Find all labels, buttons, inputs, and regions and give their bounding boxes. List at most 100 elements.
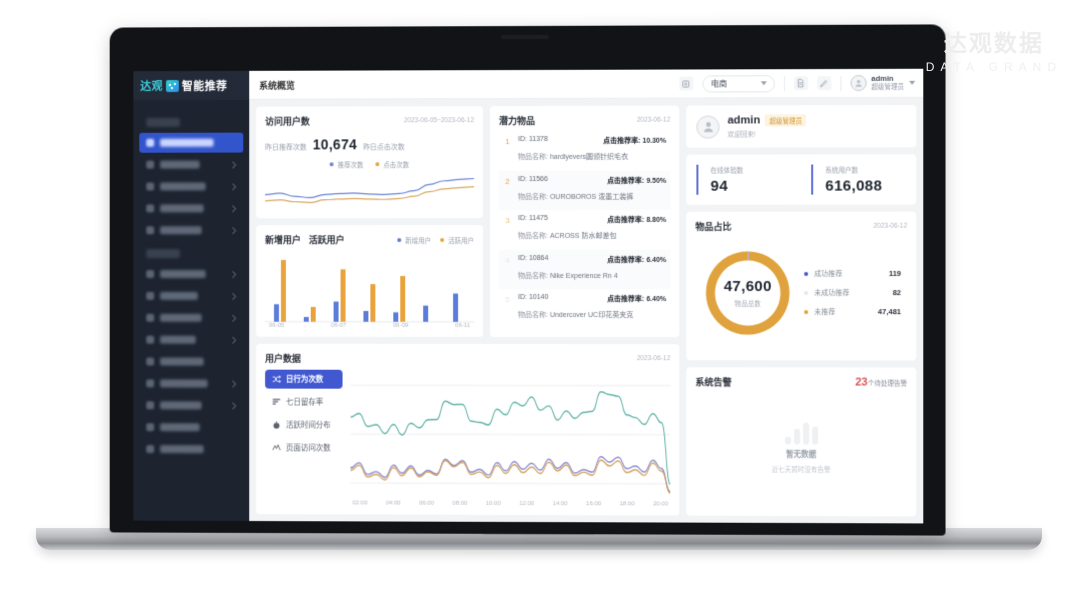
hot-item-body: ID: 11475 点击推荐率: 8.80% 物品名称: ACROSS 防水邮差包	[518, 215, 666, 243]
right-column: admin 超级管理员 欢迎回来! 在线体验数 94	[686, 104, 917, 517]
user-data-head: 用户数据 2023-06-12	[265, 352, 670, 365]
sidebar-item-icon	[146, 401, 155, 410]
chevron-right-icon	[229, 182, 237, 190]
user-data-tab[interactable]: 页面访问次数	[265, 438, 342, 457]
sidebar-item[interactable]	[139, 417, 243, 437]
hot-item-line-1: ID: 10140 点击推荐率: 6.40%	[518, 294, 666, 304]
visits-card-head: 访问用户数 2023-06-05~2023-06-12	[265, 114, 474, 127]
hot-item-row[interactable]: 2 ID: 11566 点击推荐率: 9.50% 物品名称: OUROBOROS 泼墨…	[499, 170, 671, 211]
kpi-value: 616,088	[825, 177, 883, 195]
hot-item-row[interactable]: 3 ID: 11475 点击推荐率: 8.80% 物品名称: ACROSS 防水邮差包	[499, 210, 670, 250]
user-data-tab[interactable]: 日行为次数	[265, 369, 343, 389]
legend-label: 新增用户	[405, 237, 432, 245]
topbar-divider	[783, 75, 785, 91]
hot-item-rank: 3	[505, 216, 510, 226]
legend-label: 活跃用户	[448, 237, 475, 245]
laptop-screen: 达观 智能推荐 系统概览	[133, 68, 924, 524]
sidebar-item-label	[160, 379, 208, 388]
legend-label: 成功推荐	[814, 270, 843, 278]
axis-tick-label: 16:00	[586, 501, 602, 508]
empty-title: 暂无数据	[785, 449, 817, 459]
hot-item-id: ID: 10140	[518, 294, 549, 302]
donut-total-label: 物品总数	[734, 300, 761, 308]
axis-tick-label: 08:00	[452, 500, 468, 507]
grid-dots-icon	[166, 79, 179, 92]
brand-product-name: 智能推荐	[181, 80, 228, 93]
hot-item-rank: 5	[505, 295, 510, 305]
sidebar-item[interactable]	[139, 439, 243, 459]
sidebar-item-icon	[146, 313, 155, 322]
item-ratio-date: 2023-06-12	[873, 222, 908, 230]
sidebar-item-label	[160, 335, 196, 344]
left-stack: 访问用户数 2023-06-05~2023-06-12 昨日推荐次数 10,67…	[256, 106, 484, 337]
hot-items-card: 潜力物品 2023-06-12 1 ID: 11378 点击推荐率: 10.30% 物…	[490, 105, 680, 338]
sidebar-item[interactable]	[139, 373, 243, 393]
chevron-right-icon	[229, 314, 237, 322]
sidebar-item-label	[160, 182, 206, 191]
axis-tick-label: 06-11	[455, 322, 471, 329]
visits-stat-value: 10,674	[312, 136, 358, 153]
hot-item-rate: 点击推荐率: 10.30%	[603, 137, 667, 145]
welcome-role-badge: 超级管理员	[765, 114, 807, 127]
list-icon[interactable]	[678, 76, 693, 91]
brand-logo[interactable]: 达观 智能推荐	[133, 70, 250, 101]
sidebar-item[interactable]	[139, 395, 243, 415]
sidebar-item-icon	[146, 160, 155, 169]
watermark-en: DATA GRAND	[925, 60, 1062, 74]
user-data-tab[interactable]: 七日留存率	[265, 393, 342, 412]
hot-item-row[interactable]: 1 ID: 11378 点击推荐率: 10.30% 物品名称: hardlyevers…	[499, 131, 670, 171]
hot-item-body: ID: 10864 点击推荐率: 6.40% 物品名称: Nike Experien…	[518, 255, 666, 283]
sidebar-item[interactable]	[139, 352, 243, 372]
chevron-right-icon	[229, 380, 237, 388]
sidebar-item[interactable]	[139, 176, 243, 196]
sidebar-item[interactable]	[139, 330, 243, 350]
sidebar-item[interactable]	[139, 155, 243, 175]
system-alert-empty-state: 暂无数据 近七天暂时没有告警	[695, 388, 907, 508]
hot-items-head: 潜力物品 2023-06-12	[499, 114, 670, 127]
kpi-online: 在线体验数 94	[696, 164, 802, 195]
hot-item-rate: 点击推荐率: 6.40%	[606, 256, 667, 264]
sidebar-item-icon	[146, 291, 155, 300]
visits-stat-label-left: 昨日推荐次数	[265, 144, 307, 152]
legend-item: 活跃用户	[440, 235, 474, 245]
hot-item-id: ID: 10864	[518, 254, 549, 262]
legend-dot	[375, 162, 380, 167]
watermark: 达观数据 DATA GRAND	[926, 24, 1062, 74]
item-ratio-legend-item: 未推荐 47,481	[804, 307, 907, 317]
sidebar-item[interactable]	[139, 264, 243, 284]
kpi-label: 在线体验数	[710, 167, 744, 175]
sidebar-item[interactable]	[139, 198, 243, 218]
sidebar-item-icon	[146, 270, 155, 279]
sidebar-item-icon	[146, 357, 155, 366]
visits-sparkline-chart	[265, 173, 474, 210]
kpi-card: 在线体验数 94 系统用户数 616,088	[686, 154, 917, 205]
user-data-tab[interactable]: 活跃时间分布	[265, 415, 342, 434]
kpi-label: 系统用户数	[825, 167, 859, 175]
axis-tick-label: 06-05	[269, 322, 285, 329]
shuffle-icon	[272, 375, 281, 384]
document-icon[interactable]	[793, 76, 808, 91]
topbar-actions: 电商	[678, 74, 916, 93]
user-menu[interactable]: admin 超级管理员	[850, 74, 916, 92]
hot-item-name: 物品名称: Undercover UC印花英夹克	[518, 312, 634, 320]
axis-tick-label: 12:00	[519, 500, 535, 508]
welcome-text-block: admin 超级管理员 欢迎回来!	[728, 114, 807, 139]
system-alert-title: 系统告警	[695, 377, 732, 388]
new-users-title: 新增用户	[265, 235, 301, 246]
user-data-tab-label: 日行为次数	[285, 374, 324, 384]
hot-item-row[interactable]: 5 ID: 10140 点击推荐率: 6.40% 物品名称: Undercover U…	[499, 289, 670, 329]
left-column: 访问用户数 2023-06-05~2023-06-12 昨日推荐次数 10,67…	[256, 105, 680, 516]
project-select[interactable]: 电商	[701, 74, 775, 93]
hot-item-row[interactable]: 4 ID: 10864 点击推荐率: 6.40% 物品名称: Nike Experie…	[499, 249, 671, 290]
item-ratio-legend-item: 未成功推荐 82	[804, 288, 907, 298]
sidebar-item[interactable]	[139, 308, 243, 328]
sidebar-item-label	[160, 204, 204, 213]
system-alert-card: 系统告警 23个待处理告警 暂无数据	[686, 367, 917, 517]
laptop-lid: 达观 智能推荐 系统概览	[109, 24, 946, 536]
sidebar-item[interactable]	[139, 132, 244, 153]
kpi-value: 94	[710, 177, 728, 195]
axis-tick-label: 04:00	[385, 500, 401, 507]
pencil-icon[interactable]	[816, 76, 831, 91]
sidebar-item[interactable]	[139, 220, 243, 240]
sidebar-item[interactable]	[139, 286, 243, 306]
